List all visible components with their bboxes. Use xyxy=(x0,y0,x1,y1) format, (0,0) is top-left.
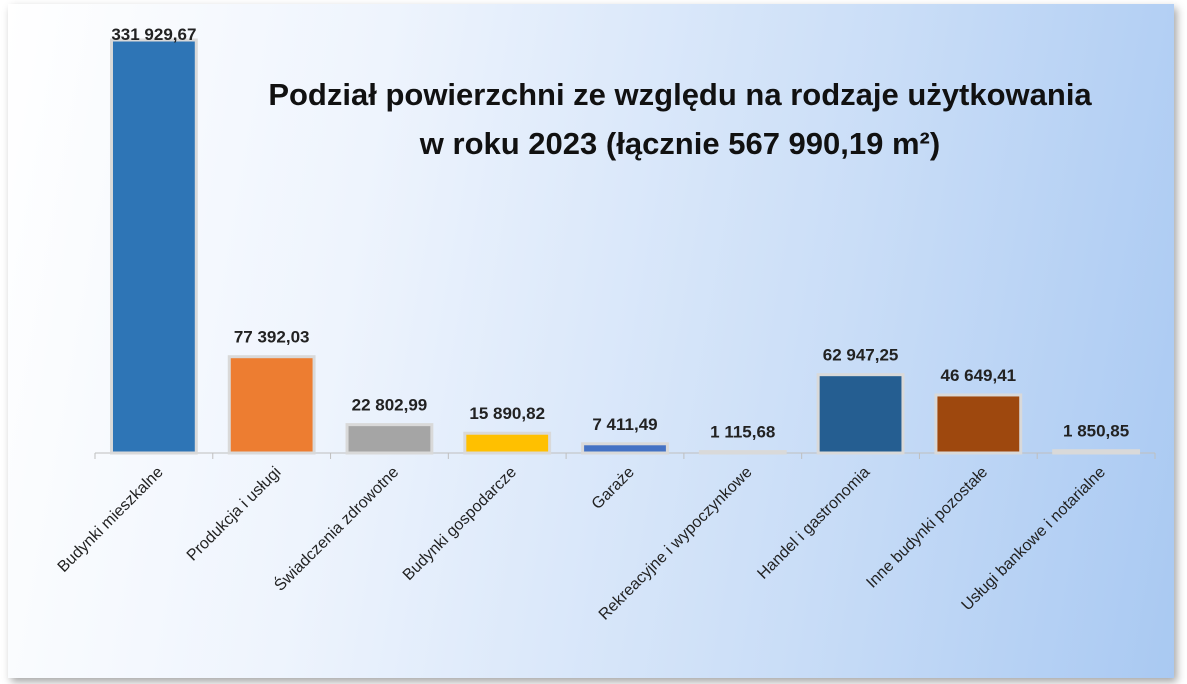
x-tick-label: Świadczenia zdrowotne xyxy=(270,462,402,594)
value-label: 62 947,25 xyxy=(823,346,899,365)
bar xyxy=(581,442,669,455)
value-label: 1 850,85 xyxy=(1063,422,1129,441)
x-tick-label: Handel i gastronomia xyxy=(754,464,873,583)
chart-frame xyxy=(8,4,1174,678)
x-tick-label: Garaże xyxy=(589,464,638,513)
bar xyxy=(698,450,787,455)
value-label: 46 649,41 xyxy=(941,366,1017,385)
bar xyxy=(227,355,316,455)
chart-title: Podział powierzchni ze względu na rodzaj… xyxy=(268,77,1092,161)
x-tick-label: Usługi bankowe i notarialne xyxy=(959,464,1109,614)
x-tick-label: Budynki mieszkalne xyxy=(55,464,167,576)
x-tick-label: Inne budynki pozostałe xyxy=(863,464,991,592)
value-label: 331 929,67 xyxy=(111,25,196,44)
x-tick-label: Budynki gospodarcze xyxy=(400,464,520,584)
bar xyxy=(934,393,1023,455)
value-label: 1 115,68 xyxy=(710,423,775,442)
bar xyxy=(816,373,905,455)
value-label: 22 802,99 xyxy=(352,396,428,415)
bar xyxy=(1052,449,1141,455)
bar xyxy=(345,423,434,455)
value-label: 7 411,49 xyxy=(592,415,657,434)
bar xyxy=(109,38,198,455)
x-tick-label: Produkcja i usługi xyxy=(184,464,285,565)
value-label: 77 392,03 xyxy=(234,328,310,347)
bar xyxy=(463,431,552,455)
value-label: 15 890,82 xyxy=(469,404,545,423)
